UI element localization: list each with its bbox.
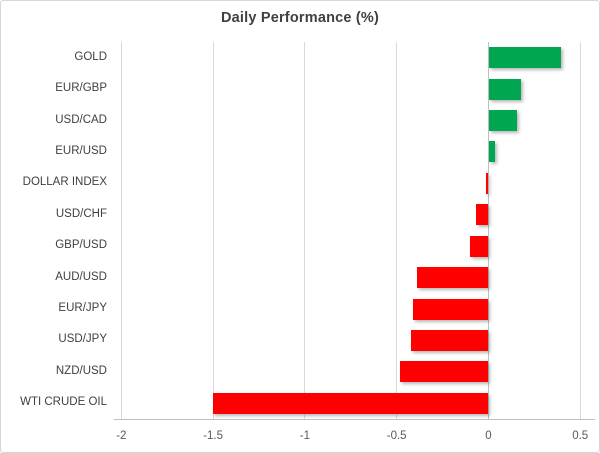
x-tick-label--2: -2 [116,430,127,442]
bar-gbp-usd [470,235,489,257]
x-tick-label--0.5: -0.5 [386,430,407,442]
category-label-eur-usd: EUR/USD [55,144,107,157]
x-tick-label--1: -1 [299,430,311,442]
bar-eur-jpy [413,298,489,320]
bar-usd-chf [475,204,489,226]
gridline--1.5 [212,42,214,419]
bar-dollar-index [486,172,489,194]
category-label-usd-jpy: USD/JPY [58,333,107,346]
bar-usd-cad [489,110,517,132]
gridline--1 [304,42,306,419]
category-label-nzd-usd: NZD/USD [55,364,107,377]
category-axis-line [487,42,489,419]
bar-wti-crude-oil [213,392,489,414]
x-tick-label-0.5: 0.5 [572,430,589,442]
category-label-gbp-usd: GBP/USD [55,239,107,252]
bar-nzd-usd [400,361,489,383]
gridline--0.5 [396,42,398,419]
category-label-gold: GOLD [74,50,107,63]
chart-title: Daily Performance (%) [220,10,380,26]
gridline--2 [120,42,122,419]
plot-area [114,42,594,419]
x-tick-label-0: 0 [485,430,492,442]
x-tick-label--1.5: -1.5 [203,430,224,442]
category-label-wti-crude-oil: WTI CRUDE OIL [20,396,107,409]
gridline-0.5 [579,42,581,419]
category-label-dollar-index: DOLLAR INDEX [22,176,107,189]
category-label-aud-usd: AUD/USD [55,270,107,283]
bar-aud-usd [416,267,489,289]
bar-eur-gbp [489,78,521,100]
bar-gold [489,47,562,69]
bar-usd-jpy [411,329,489,351]
category-label-eur-jpy: EUR/JPY [58,302,107,315]
category-label-eur-gbp: EUR/GBP [55,82,107,95]
category-label-usd-chf: USD/CHF [55,207,107,220]
category-label-usd-cad: USD/CAD [55,113,107,126]
bar-eur-usd [489,141,495,163]
x-axis-line [114,419,595,420]
